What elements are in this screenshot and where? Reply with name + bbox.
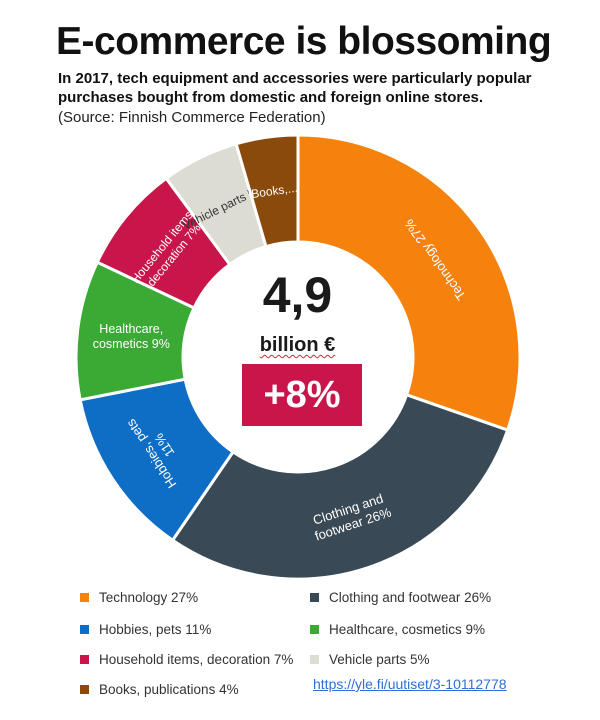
legend-item: Healthcare, cosmetics 9% (310, 622, 485, 637)
legend-item: Hobbies, pets 11% (80, 622, 211, 637)
legend-swatch (310, 655, 319, 664)
center-total-value: 4,9 (262, 267, 333, 323)
legend-label: Clothing and footwear 26% (329, 590, 492, 605)
legend-label: Hobbies, pets 11% (99, 622, 212, 637)
legend-swatch (80, 685, 89, 694)
center-total-unit: billion € (259, 334, 336, 356)
source-link[interactable]: https://yle.fi/uutiset/3-10112778 (313, 676, 507, 692)
legend-swatch (80, 655, 89, 664)
slice-technology (296, 133, 522, 432)
chart-subtitle: In 2017, tech equipment and accessories … (58, 70, 532, 106)
legend-swatch (80, 625, 89, 634)
legend-swatch (310, 625, 319, 634)
legend-item: Vehicle parts 5% (310, 652, 430, 667)
legend-item: Clothing and footwear 26% (310, 590, 491, 605)
slice-clothing-and-footwear (170, 392, 510, 581)
legend-label: Books, publications 4% (99, 682, 239, 697)
slice-label: Healthcare, cosmetics 9% (93, 322, 170, 351)
chart-title: E-commerce is blossoming (56, 20, 552, 63)
legend-item: Books, publications 4% (80, 682, 239, 697)
slice-label: Books,... (250, 181, 298, 201)
legend-swatch (310, 593, 319, 602)
legend-label: Technology 27% (99, 590, 199, 605)
legend-item: Technology 27% (80, 590, 198, 605)
slice-books-publications (234, 133, 300, 249)
legend-swatch (80, 593, 89, 602)
chart-source: (Source: Finnish Commerce Federation) (58, 109, 326, 126)
legend-label: Healthcare, cosmetics 9% (329, 622, 486, 637)
legend-label: Household items, decoration 7% (99, 652, 294, 667)
legend-label: Vehicle parts 5% (329, 652, 430, 667)
growth-badge: +8% (242, 364, 362, 426)
legend-item: Household items, decoration 7% (80, 652, 293, 667)
